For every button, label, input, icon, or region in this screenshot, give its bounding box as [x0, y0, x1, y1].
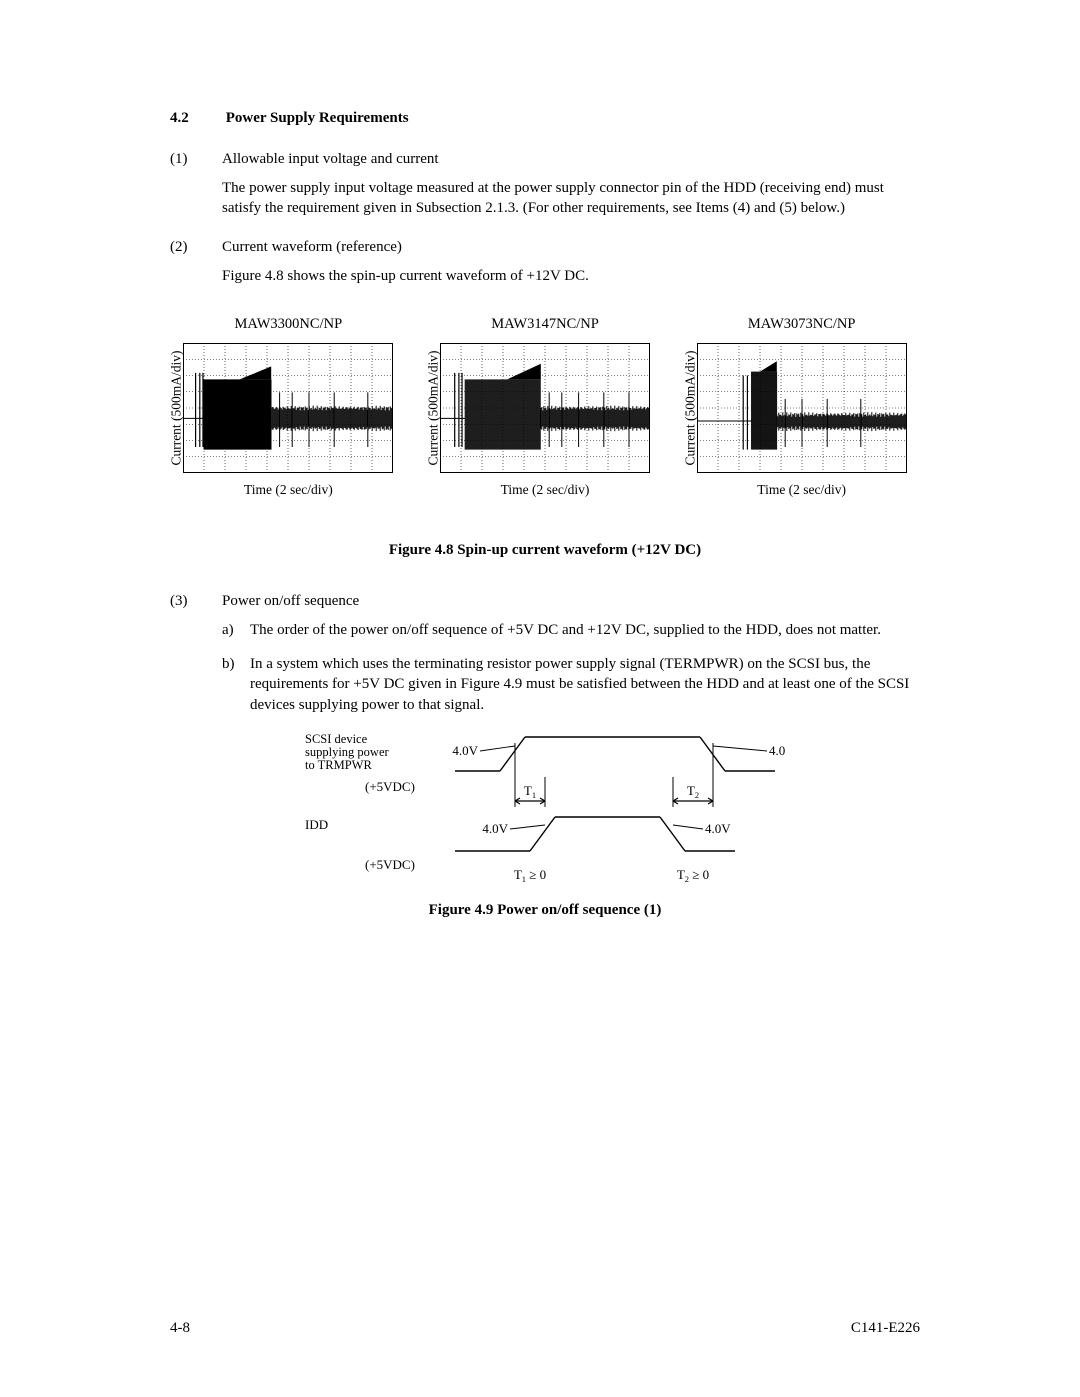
item-3a-text: The order of the power on/off sequence o…: [250, 620, 920, 640]
chart-ylabel-2: Current (500mA/div): [682, 350, 698, 465]
chart-title-1: MAW3147NC/NP: [417, 316, 674, 333]
chart-col-1: MAW3147NC/NP Current (500mA/div) Time (2 s…: [417, 316, 674, 498]
svg-text:4.0V: 4.0V: [482, 821, 508, 836]
chart-svg-0: [183, 343, 393, 473]
svg-text:(+5VDC): (+5VDC): [365, 779, 415, 794]
svg-text:IDD: IDD: [305, 817, 328, 832]
item-3b-label: b): [222, 654, 250, 715]
item-3b: b) In a system which uses the terminatin…: [222, 654, 920, 715]
section-number: 4.2: [170, 110, 222, 127]
timing-diagram: SCSI devicesupplying powerto TRMPWR (+5VD…: [170, 729, 920, 894]
charts-row: MAW3300NC/NP Current (500mA/div) Time (2 s…: [160, 316, 930, 498]
item-3-title: Power on/off sequence: [222, 593, 920, 610]
chart-wrap-0: Current (500mA/div): [183, 343, 393, 473]
svg-text:to TRMPWR: to TRMPWR: [305, 758, 372, 772]
svg-text:T1: T1: [524, 783, 536, 800]
svg-text:T2 ≥ 0: T2 ≥ 0: [677, 867, 709, 884]
chart-xlabel-1: Time (2 sec/div): [417, 482, 674, 498]
item-2-title: Current waveform (reference): [222, 239, 920, 256]
item-1-title: Allowable input voltage and current: [222, 151, 920, 168]
chart-svg-1: [440, 343, 650, 473]
chart-wrap-1: Current (500mA/div): [440, 343, 650, 473]
chart-title-2: MAW3073NC/NP: [673, 316, 930, 333]
chart-ylabel-1: Current (500mA/div): [426, 350, 442, 465]
item-2-num: (2): [170, 239, 222, 256]
figure-4-8-caption: Figure 4.8 Spin-up current waveform (+12…: [170, 542, 920, 559]
page: 4.2 Power Supply Requirements (1) Allowa…: [0, 0, 1080, 1397]
item-2-para: Figure 4.8 shows the spin-up current wav…: [222, 266, 920, 286]
item-3: (3) Power on/off sequence: [170, 593, 920, 610]
page-footer: 4-8 C141-E226: [170, 1320, 920, 1337]
svg-text:T1 ≥ 0: T1 ≥ 0: [514, 867, 546, 884]
chart-ylabel-0: Current (500mA/div): [169, 350, 185, 465]
svg-text:(+5VDC): (+5VDC): [365, 857, 415, 872]
svg-text:4.0V: 4.0V: [769, 743, 785, 758]
svg-text:T2: T2: [687, 783, 699, 800]
chart-xlabel-0: Time (2 sec/div): [160, 482, 417, 498]
chart-wrap-2: Current (500mA/div): [697, 343, 907, 473]
item-3a-label: a): [222, 620, 250, 640]
chart-col-0: MAW3300NC/NP Current (500mA/div) Time (2 s…: [160, 316, 417, 498]
chart-col-2: MAW3073NC/NP Current (500mA/div) Time (2 s…: [673, 316, 930, 498]
figure-4-9-caption: Figure 4.9 Power on/off sequence (1): [170, 902, 920, 919]
chart-title-0: MAW3300NC/NP: [160, 316, 417, 333]
item-1: (1) Allowable input voltage and current: [170, 151, 920, 168]
footer-doc-num: C141-E226: [851, 1320, 920, 1337]
section-title: Power Supply Requirements: [226, 110, 409, 126]
chart-xlabel-2: Time (2 sec/div): [673, 482, 930, 498]
item-1-num: (1): [170, 151, 222, 168]
item-3-num: (3): [170, 593, 222, 610]
item-3a: a) The order of the power on/off sequenc…: [222, 620, 920, 640]
item-2: (2) Current waveform (reference): [170, 239, 920, 256]
svg-text:4.0V: 4.0V: [452, 743, 478, 758]
chart-svg-2: [697, 343, 907, 473]
item-3b-text: In a system which uses the terminating r…: [250, 654, 920, 715]
svg-text:4.0V: 4.0V: [705, 821, 731, 836]
timing-svg: SCSI devicesupplying powerto TRMPWR (+5VD…: [305, 729, 785, 889]
footer-page-num: 4-8: [170, 1320, 190, 1337]
svg-text:supplying power: supplying power: [305, 745, 390, 759]
section-heading: 4.2 Power Supply Requirements: [170, 110, 920, 127]
svg-text:SCSI device: SCSI device: [305, 732, 368, 746]
item-1-para: The power supply input voltage measured …: [222, 178, 920, 219]
